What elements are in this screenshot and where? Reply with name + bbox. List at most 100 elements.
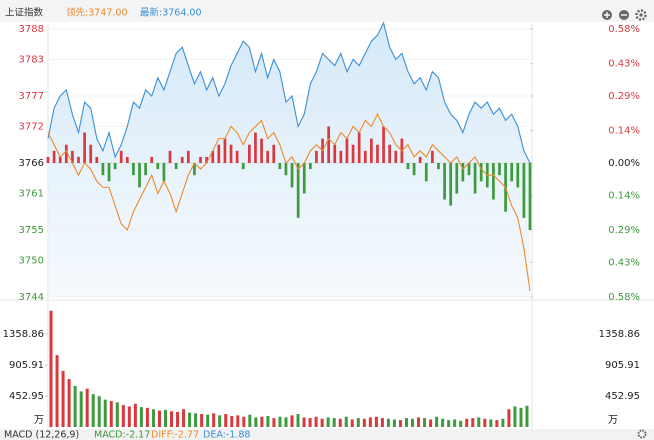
diff-bar [370,138,373,163]
y2-tick-label: 0.14% [608,126,640,137]
diff-bar [247,144,251,163]
volume-bar [525,405,529,427]
volume-unit: 万 [34,415,44,426]
volume-bar [290,415,294,427]
diff-bar [144,163,147,176]
diff-bar [278,163,282,170]
volume-bar [380,418,384,427]
y2-tick-label: 0.43% [608,59,640,70]
volume-bar [115,402,119,427]
volume-bar [495,420,499,427]
volume-bar [79,391,83,427]
indicator-settings[interactable] [637,429,647,439]
volume-bar [368,417,372,427]
volume-bar [218,415,222,427]
diff-bar [467,163,471,176]
diff-bar [382,126,385,163]
volume-bar [356,418,360,427]
diff-bar [296,163,300,218]
diff-bar [156,163,160,170]
zoom-out-button[interactable] [619,10,629,20]
volume-bar [489,419,493,427]
diff-bar [132,163,135,176]
volume-bar [121,405,125,427]
volume-bar [507,409,511,427]
diff-bar [272,144,276,163]
diff-bar [95,156,99,163]
y-tick-label: 3766 [19,158,44,169]
volume-bar [73,385,77,427]
volume-bar [272,418,276,427]
diff-bar [235,150,239,163]
indicator-label: MACD (12,26,9) [4,430,79,440]
diff-bar [418,156,422,163]
index-name: 上证指数 [5,7,44,19]
diff-bar [211,150,215,163]
volume-bar [55,355,59,427]
volume-bar [314,416,318,427]
indicator-value: DIFF:-2.77 [151,430,199,440]
diff-bar [174,163,178,170]
diff-bar [77,156,80,163]
diff-bar [205,156,208,163]
diff-bar [101,163,105,176]
diff-bar [528,163,532,230]
volume-bar [260,416,264,427]
y-tick-label: 905.91 [605,360,640,371]
diff-bar [260,138,263,163]
volume-bar [471,418,475,427]
volume-bar [423,418,427,427]
y2-tick-label: 0.00% [608,158,640,169]
settings-button[interactable] [635,9,647,21]
volume-bar [230,416,234,427]
volume-bar [320,418,324,427]
diff-bar [406,163,410,170]
diff-bar [180,156,184,163]
diff-bar [284,163,288,176]
y-tick-label: 3788 [19,24,44,35]
diff-bar [83,132,86,163]
volume-bar [212,413,216,427]
volume-bar [188,412,192,427]
volume-bar [236,415,240,427]
y2-tick-label: 0.58% [608,24,640,35]
volume-bar [248,414,252,427]
zoom-in-button[interactable] [602,10,612,20]
volume-bar [386,418,390,427]
y-tick-label: 905.91 [9,360,44,371]
volume-bar [477,417,481,427]
volume-bar [338,418,342,427]
diff-bar [510,163,514,182]
volume-bar [374,416,378,427]
volume-bar [176,411,180,427]
volume-bar [441,418,445,427]
volume-bar [411,418,415,427]
y-tick-label: 452.95 [605,391,640,402]
diff-bar [223,138,227,163]
volume-bar [103,399,107,427]
volume-bar [49,310,53,427]
diff-bar [412,163,416,176]
indicator-value: MACD:-2.17 [94,430,150,440]
indicator-bar [0,429,654,440]
volume-bar [182,409,186,427]
volume-bar [435,416,439,427]
volume-bar [85,388,89,427]
volume-bar [417,417,421,427]
diff-bar [479,163,483,182]
diff-bar [229,144,233,163]
volume-bar [350,419,354,427]
volume-bar [170,411,174,427]
volume-bar [332,418,336,427]
diff-bar [473,163,477,194]
y2-tick-label: 0.43% [608,257,640,268]
series-line [47,21,531,164]
volume-bar [465,418,469,427]
y2-tick-label: 0.14% [608,190,640,201]
diff-bar [424,163,428,182]
diff-bar [522,163,526,218]
diff-bar [199,156,202,163]
diff-bar [327,126,331,163]
volume-bar [206,414,210,427]
volume-bar [266,416,270,427]
